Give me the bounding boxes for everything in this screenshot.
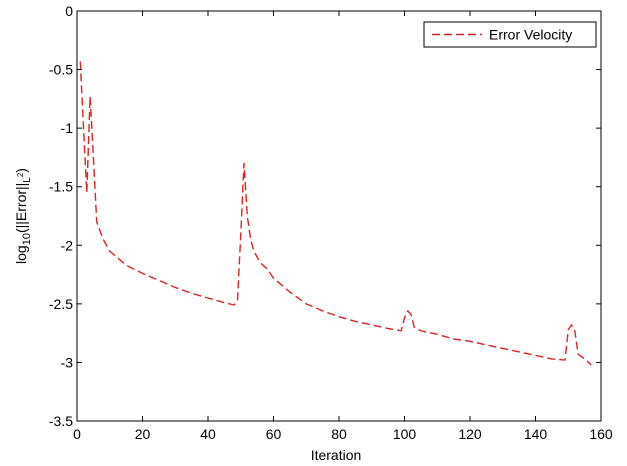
- legend-box: [423, 21, 597, 48]
- y-tick-label: -2.5: [49, 296, 73, 312]
- y-axis-label-suffix: ): [13, 168, 29, 173]
- x-tick-label: 120: [458, 426, 482, 442]
- x-tick-label: 80: [331, 426, 347, 442]
- legend-label: Error Velocity: [489, 27, 572, 43]
- x-axis-label: Iteration: [311, 447, 362, 463]
- x-tick-label: 100: [393, 426, 417, 442]
- plot-area-frame: [76, 10, 602, 422]
- y-axis-label-prefix: log: [13, 245, 29, 264]
- y-tick-label: -1: [61, 120, 74, 136]
- x-tick-label: 0: [73, 426, 81, 442]
- y-tick-label: -1.5: [49, 179, 73, 195]
- y-tick-label: -3: [61, 354, 74, 370]
- y-axis-label: log10(||Error||L2): [13, 168, 33, 264]
- y-axis-label-main: (||Error||: [13, 183, 29, 233]
- y-tick-label: 0: [65, 3, 73, 19]
- x-tick-label: 140: [524, 426, 548, 442]
- x-tick-label: 20: [135, 426, 151, 442]
- legend: Error Velocity: [423, 21, 597, 48]
- series-line-error-velocity: [79, 61, 592, 366]
- y-tick-label: -3.5: [49, 413, 73, 429]
- y-axis-label-base: 10: [21, 233, 33, 245]
- x-tick-label: 60: [266, 426, 282, 442]
- y-tick-label: -2: [61, 237, 74, 253]
- y-axis-label-norm: L: [22, 177, 33, 183]
- x-tick-label: 40: [200, 426, 216, 442]
- y-tick-label: -0.5: [49, 62, 73, 78]
- x-tick-label: 160: [589, 426, 613, 442]
- y-axis-label-norm-exponent: 2: [16, 172, 25, 177]
